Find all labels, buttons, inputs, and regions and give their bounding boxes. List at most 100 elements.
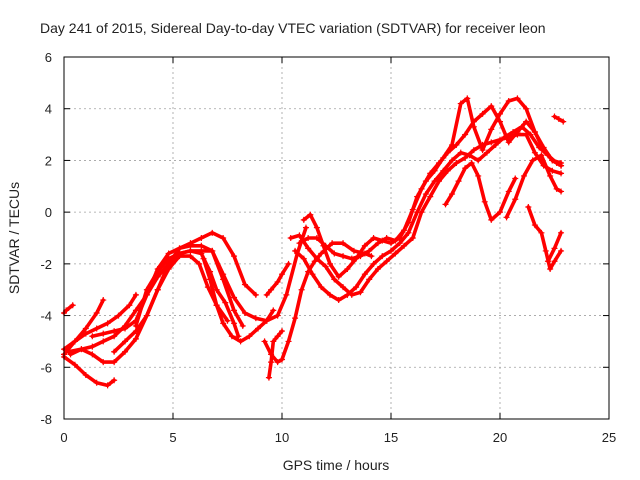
data-point-marker [357,289,364,296]
data-point-marker [209,247,216,254]
data-point-marker [255,325,262,332]
data-point-marker [239,322,246,329]
data-point-marker [514,128,521,135]
data-point-marker [132,335,139,342]
data-point-marker [503,214,510,221]
data-point-marker [370,260,377,267]
data-point-marker [488,126,495,133]
data-point-marker [154,268,161,275]
data-point-marker [67,351,74,358]
data-point-marker [405,219,412,226]
data-point-marker [318,250,325,257]
data-point-marker [176,250,183,257]
data-point-marker [305,235,312,241]
data-point-marker [298,286,305,293]
data-point-marker [396,235,403,241]
data-point-marker [551,113,558,120]
x-tick-label: 10 [275,430,289,445]
data-point-marker [322,263,329,270]
data-point-marker [326,260,333,267]
data-point-marker [453,160,460,167]
y-tick-label: -8 [40,412,52,427]
data-point-marker [331,276,338,283]
series-group [61,95,567,389]
data-point-marker [122,348,129,355]
y-tick-label: -2 [40,257,52,272]
data-point-marker [405,229,412,236]
data-point-marker [261,338,268,345]
data-point-marker [296,232,303,239]
data-point-marker [115,312,122,319]
y-tick-label: 2 [45,153,52,168]
data-point-marker [305,245,312,252]
data-point-marker [176,245,183,252]
data-point-marker [300,216,307,223]
data-point-marker [279,328,285,335]
data-point-marker [449,191,456,198]
data-point-marker [270,338,277,345]
data-point-marker [296,240,303,247]
data-point-marker [279,271,285,278]
data-point-marker [366,276,373,283]
y-tick-label: -6 [40,360,52,375]
data-point-marker [165,260,172,267]
data-point-marker [126,302,133,309]
data-point-marker [104,320,111,327]
data-point-marker [414,193,421,200]
data-point-marker [527,131,534,138]
data-point-marker [111,333,118,340]
data-point-marker [187,247,194,254]
data-point-marker [462,165,469,172]
data-point-marker [204,284,211,291]
data-point-marker [111,359,118,366]
data-point-marker [132,322,139,329]
series-line-s19 [504,153,563,220]
data-point-marker [196,260,203,267]
data-point-marker [200,255,207,262]
data-point-marker [551,258,558,265]
data-point-marker [514,95,521,102]
data-point-marker [274,278,281,285]
data-point-marker [165,250,172,257]
data-point-marker [361,271,368,278]
data-point-marker [220,235,227,241]
data-point-marker [392,250,399,257]
data-point-marker [457,149,464,156]
chart-title: Day 241 of 2015, Sidereal Day-to-day VTE… [40,20,546,36]
data-point-marker [497,110,503,117]
data-point-marker [462,131,469,138]
series-line-s2 [62,355,116,388]
data-point-marker [466,152,473,159]
data-point-marker [431,167,438,174]
data-point-marker [488,216,495,223]
series-line-s8 [112,231,258,354]
data-point-marker [409,235,416,241]
data-point-marker [329,240,336,247]
data-point-marker [231,253,238,260]
data-point-marker [505,188,512,195]
data-point-marker [344,291,351,298]
data-point-marker [551,245,558,252]
data-point-marker [231,320,238,327]
x-tick-label: 5 [169,430,176,445]
data-point-marker [71,338,78,345]
data-point-marker [274,333,281,340]
data-point-marker [544,258,551,265]
data-point-marker [309,271,316,278]
data-point-marker [228,333,235,340]
data-point-marker [292,315,299,322]
data-point-marker [488,139,495,146]
data-point-marker [198,242,205,249]
data-point-marker [111,328,118,335]
data-point-marker [442,201,449,208]
data-point-marker [427,193,434,200]
data-point-marker [224,317,231,324]
data-point-marker [320,242,327,249]
y-tick-label: 4 [45,102,52,117]
data-point-marker [198,247,205,254]
data-point-marker [470,147,477,154]
data-point-marker [93,309,100,316]
data-point-marker [449,157,456,164]
data-point-marker [538,152,545,159]
data-point-marker [274,359,281,366]
